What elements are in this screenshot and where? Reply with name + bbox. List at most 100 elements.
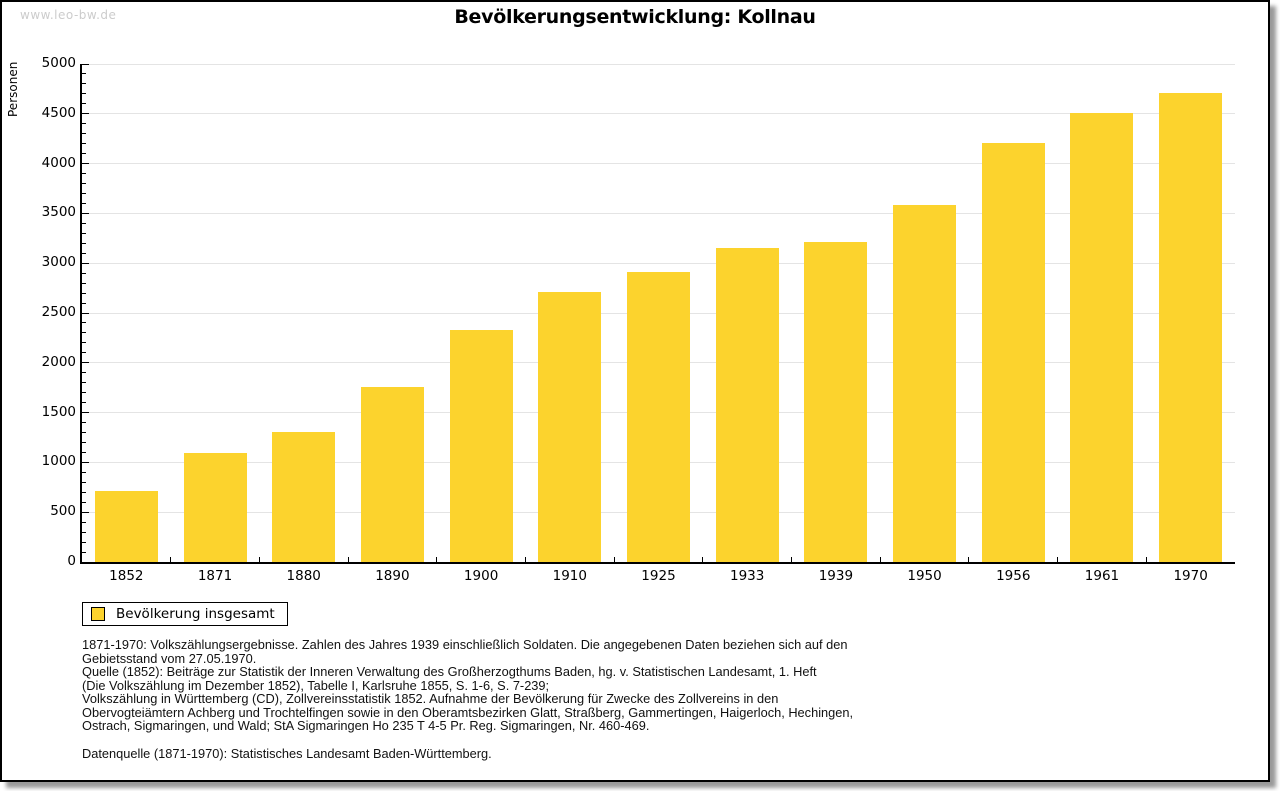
footnote-line: Obervogteiämtern Achberg und Trochtelfin…: [82, 704, 854, 720]
y-minor-tick-2200: [82, 342, 86, 344]
x-tick-8: [791, 557, 793, 562]
legend: Bevölkerung insgesamt: [82, 602, 288, 626]
footnote-line: Gebietsstand vom 27.05.1970.: [82, 650, 257, 666]
y-minor-tick-4100: [82, 153, 86, 155]
x-tick-9: [879, 557, 881, 562]
x-tick-5: [524, 557, 526, 562]
x-tick-label-1939: 1939: [818, 568, 854, 584]
bar-1970: [1159, 93, 1223, 562]
x-tick-6: [613, 557, 615, 562]
gridline-4500: [82, 113, 1235, 115]
bar-1910: [538, 291, 602, 562]
x-tick-3: [347, 557, 349, 562]
y-tick-label-4000: 4000: [41, 154, 76, 171]
y-major-tick-1000: [82, 461, 89, 463]
y-minor-tick-300: [82, 531, 86, 533]
y-minor-tick-1300: [82, 432, 86, 434]
x-tick-label-1852: 1852: [109, 568, 144, 584]
y-minor-tick-2900: [82, 272, 86, 274]
x-tick-11: [1057, 557, 1059, 562]
y-minor-tick-1400: [82, 422, 86, 424]
bar-1933: [715, 247, 779, 562]
footnote-line: (Die Volkszählung im Dezember 1852), Tab…: [82, 677, 550, 693]
x-tick-label-1970: 1970: [1173, 568, 1208, 584]
legend-swatch-icon: [91, 607, 105, 621]
bar-1950: [893, 205, 957, 562]
x-tick-label-1900: 1900: [463, 568, 499, 584]
y-minor-tick-4400: [82, 123, 86, 125]
y-minor-tick-800: [82, 481, 86, 483]
x-tick-label-1910: 1910: [552, 568, 587, 584]
y-minor-tick-2300: [82, 332, 86, 334]
y-minor-tick-4900: [82, 73, 86, 75]
x-tick-label-1961: 1961: [1084, 568, 1120, 584]
datasource-line: Datenquelle (1871-1970): Statistisches L…: [82, 745, 492, 761]
y-minor-tick-4800: [82, 83, 86, 85]
y-tick-label-0: 0: [67, 553, 76, 569]
gridline-5000: [82, 63, 1235, 65]
x-axis-line: [80, 562, 1235, 564]
x-tick-label-1925: 1925: [641, 568, 676, 584]
y-minor-tick-600: [82, 501, 86, 503]
y-tick-label-1500: 1500: [41, 403, 76, 420]
y-minor-tick-200: [82, 541, 86, 543]
x-tick-4: [436, 557, 438, 562]
y-minor-tick-100: [82, 551, 86, 553]
y-minor-tick-2800: [82, 282, 86, 284]
bar-1852: [94, 490, 158, 562]
x-tick-label-1933: 1933: [730, 568, 765, 584]
gridline-3500: [82, 212, 1235, 214]
y-tick-label-2500: 2500: [41, 304, 76, 320]
y-minor-tick-3200: [82, 242, 86, 244]
y-minor-tick-900: [82, 471, 86, 473]
x-tick-12: [1145, 557, 1147, 562]
x-tick-2: [258, 557, 260, 562]
bar-1925: [627, 272, 690, 562]
y-minor-tick-2400: [82, 322, 86, 324]
y-minor-tick-2600: [82, 302, 86, 304]
bar-1961: [1070, 113, 1134, 562]
y-minor-tick-4600: [82, 103, 86, 105]
footnote-line: 1871-1970: Volkszählungsergebnisse. Zahl…: [82, 637, 848, 652]
y-tick-label-1000: 1000: [41, 453, 76, 470]
y-tick-label-4500: 4500: [41, 104, 76, 121]
y-minor-tick-400: [82, 521, 86, 523]
x-tick-label-1890: 1890: [375, 568, 410, 584]
x-tick-label-1950: 1950: [907, 568, 942, 584]
y-minor-tick-4700: [82, 93, 86, 95]
legend-label: Bevölkerung insgesamt: [116, 606, 275, 622]
y-minor-tick-3700: [82, 192, 86, 194]
footnote-line: Volkszählung in Württemberg (CD), Zollve…: [82, 691, 779, 706]
y-major-tick-4000: [82, 163, 89, 165]
y-tick-label-2000: 2000: [41, 353, 76, 370]
y-minor-tick-3400: [82, 222, 86, 224]
y-tick-label-3500: 3500: [41, 204, 76, 221]
y-major-tick-4500: [82, 113, 89, 115]
x-tick-7: [702, 557, 704, 562]
y-minor-tick-3300: [82, 232, 86, 234]
y-minor-tick-2100: [82, 352, 86, 354]
y-minor-tick-1800: [82, 382, 86, 384]
y-minor-tick-1900: [82, 372, 86, 374]
x-tick-label-1956: 1956: [996, 568, 1031, 584]
y-minor-tick-4300: [82, 133, 86, 135]
y-minor-tick-1600: [82, 402, 86, 404]
x-tick-1: [170, 557, 172, 562]
y-minor-tick-3600: [82, 202, 86, 204]
y-major-tick-3500: [82, 212, 89, 214]
x-tick-10: [968, 557, 970, 562]
footnotes: 1871-1970: Volkszählungsergebnisse. Zahl…: [82, 638, 853, 760]
y-minor-tick-1700: [82, 392, 86, 394]
y-axis-line: [80, 64, 82, 564]
y-major-tick-2500: [82, 312, 89, 314]
y-minor-tick-3800: [82, 183, 86, 185]
y-major-tick-3000: [82, 262, 89, 264]
y-major-tick-500: [82, 511, 89, 513]
bar-1956: [981, 142, 1045, 562]
watermark: www.leo-bw.de: [20, 8, 117, 22]
y-minor-tick-1200: [82, 441, 86, 443]
footnote-line: Quelle (1852): Beiträge zur Statistik de…: [82, 664, 817, 679]
y-major-tick-5000: [82, 63, 89, 65]
bar-1939: [804, 241, 868, 562]
